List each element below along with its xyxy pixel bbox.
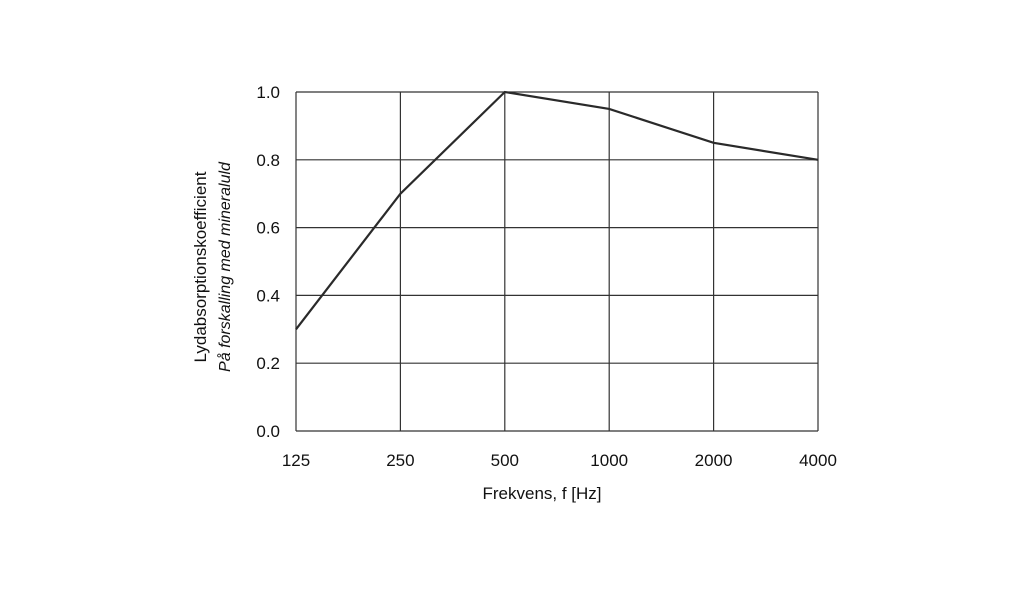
x-tick-label: 500 — [491, 451, 519, 470]
x-tick-label: 125 — [282, 451, 310, 470]
x-axis-title: Frekvens, f [Hz] — [482, 484, 601, 503]
y-tick-label: 1.0 — [256, 83, 280, 102]
x-tick-label: 250 — [386, 451, 414, 470]
grid — [295, 91, 819, 432]
x-tick-label: 4000 — [799, 451, 837, 470]
y-tick-label: 0.6 — [256, 219, 280, 238]
series-line — [295, 90, 819, 330]
y-tick-label: 0.4 — [256, 286, 280, 305]
y-tick-label: 0.2 — [256, 354, 280, 373]
x-axis-ticks: 125 250 500 1000 2000 4000 — [282, 451, 837, 470]
series-layer — [295, 90, 819, 330]
x-tick-label: 2000 — [695, 451, 733, 470]
y-axis-ticks: 0.0 0.2 0.4 0.6 0.8 1.0 — [256, 83, 280, 441]
y-axis-title: Lydabsorptionskoefficient — [191, 171, 210, 362]
y-tick-label: 0.0 — [256, 422, 280, 441]
y-axis-subtitle: På forskalling med mineraluld — [216, 161, 234, 372]
y-tick-label: 0.8 — [256, 151, 280, 170]
x-tick-label: 1000 — [590, 451, 628, 470]
